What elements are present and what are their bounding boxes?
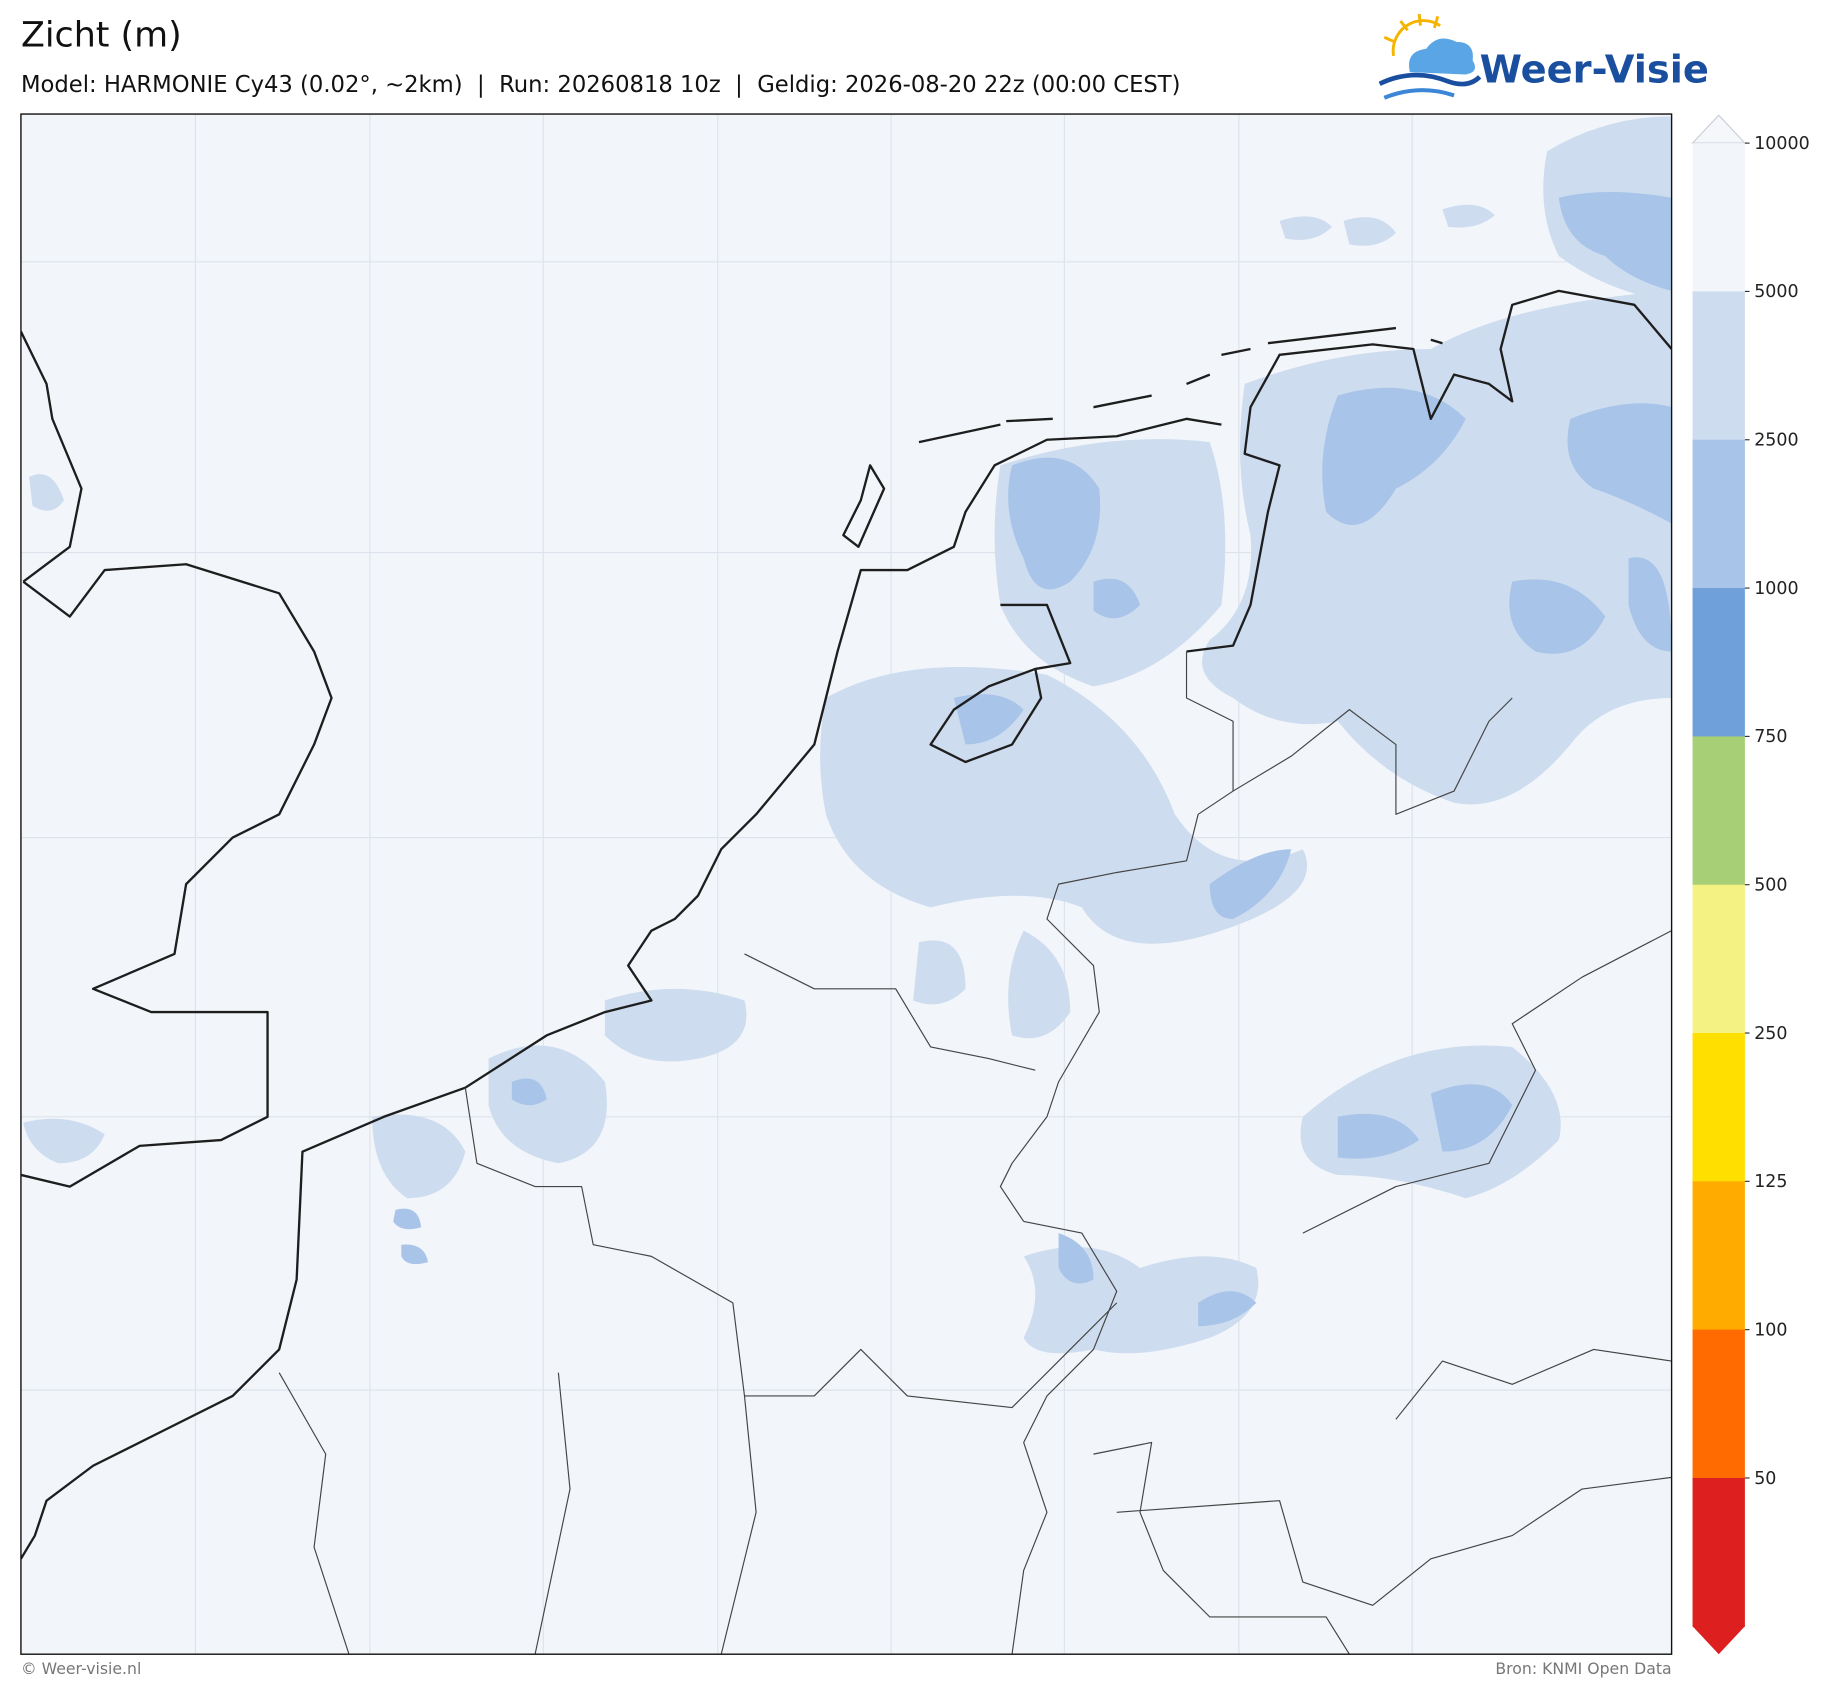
logo-text: Weer-Visie (1480, 48, 1709, 93)
colorbar: 10000 5000 2500 1000 750 500 250 125 100 50 (1691, 114, 1810, 1655)
colorbar-segment (1692, 291, 1745, 441)
colorbar-tick-label: 50 (1754, 1469, 1776, 1489)
borders (278, 651, 1672, 1655)
colorbar-segment (1692, 143, 1745, 293)
colorbar-tick-label: 5000 (1754, 282, 1798, 302)
colorbar-tick-label: 1000 (1754, 579, 1798, 599)
colorbar-tick-label: 10000 (1754, 134, 1809, 154)
visibility-field (23, 116, 1672, 1354)
colorbar-tick-label: 100 (1754, 1320, 1787, 1340)
subtitle: Model: HARMONIE Cy43 (0.02°, ~2km) | Run… (21, 72, 1181, 98)
colorbar-tick-label: 2500 (1754, 431, 1798, 451)
colorbar-over (1691, 114, 1747, 144)
map-background (20, 114, 1672, 1655)
colorbar-segment (1692, 1033, 1745, 1182)
colorbar-tick-label: 250 (1754, 1024, 1787, 1044)
logo: Weer-Visie (1378, 13, 1709, 100)
title: Zicht (m) (21, 16, 182, 56)
colorbar-tick-label: 500 (1754, 876, 1787, 896)
colorbar-segment (1692, 1477, 1745, 1627)
map (20, 113, 1673, 1655)
colorbar-tick-label: 125 (1754, 1172, 1787, 1192)
colorbar-segment (1692, 1181, 1745, 1331)
colorbar-segment (1692, 588, 1745, 737)
colorbar-tick-label: 750 (1754, 727, 1787, 747)
colorbar-under (1692, 1626, 1745, 1655)
footer-right: Bron: KNMI Open Data (1495, 1659, 1671, 1678)
colorbar-segment (1692, 884, 1745, 1034)
colorbar-segment (1692, 439, 1745, 589)
footer-left: © Weer-visie.nl (21, 1659, 141, 1678)
colorbar-segment (1692, 1329, 1745, 1479)
colorbar-segment (1692, 736, 1745, 886)
map-frame (20, 113, 1673, 1655)
coastlines (20, 289, 1672, 1560)
